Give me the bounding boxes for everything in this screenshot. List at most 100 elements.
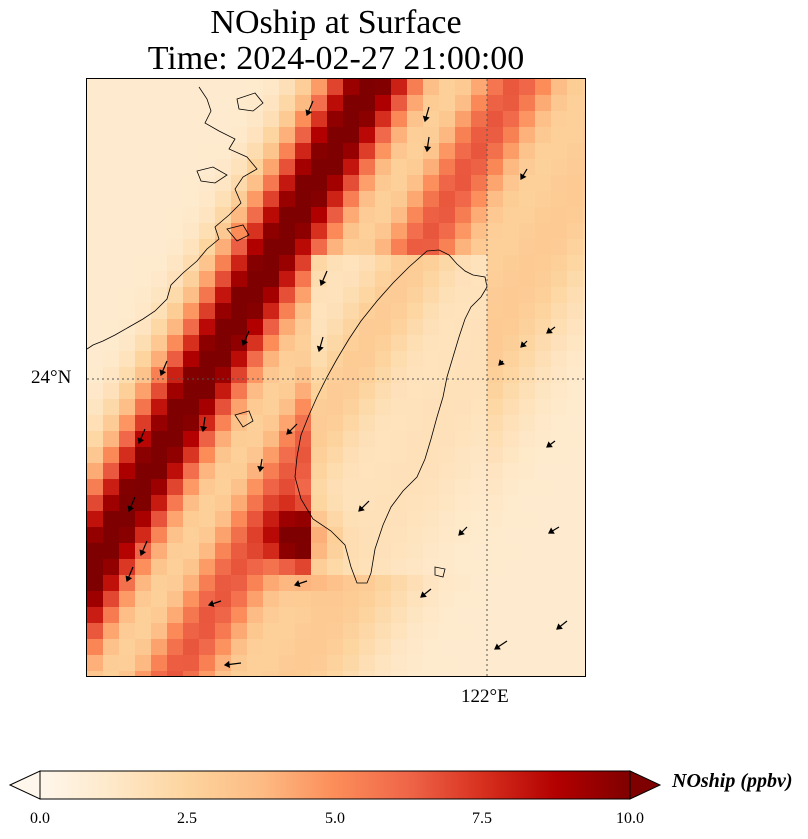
arrow-icon [125,575,133,583]
grid-cell [247,527,263,543]
grid-cell [199,351,215,367]
grid-cell [167,559,183,575]
grid-cell [199,399,215,415]
grid-cell [87,335,103,351]
grid-cell [151,159,167,175]
grid-cell [167,655,183,671]
grid-cell [183,511,199,527]
grid-cell [263,511,279,527]
grid-cell [327,335,343,351]
grid-cell [455,607,471,623]
grid-cell [343,527,359,543]
concentration-grid [87,79,585,676]
grid-cell [487,175,503,191]
grid-cell [135,463,151,479]
grid-cell [279,639,295,655]
grid-cell [519,655,535,671]
grid-cell [551,479,567,495]
grid-cell [279,159,295,175]
grid-cell [391,239,407,255]
grid-cell [487,303,503,319]
grid-cell [327,559,343,575]
grid-cell [231,639,247,655]
grid-cell [311,191,327,207]
grid-cell [327,271,343,287]
grid-cell [215,527,231,543]
grid-cell [263,175,279,191]
grid-cell [183,639,199,655]
grid-cell [455,95,471,111]
grid-cell [167,271,183,287]
arrow-icon [458,529,465,536]
grid-cell [487,207,503,223]
arrow-icon [548,527,555,534]
grid-cell [519,143,535,159]
grid-cell [279,671,295,676]
grid-cell [247,415,263,431]
grid-cell [231,383,247,399]
grid-cell [151,447,167,463]
grid-cell [519,575,535,591]
grid-cell [311,671,327,676]
grid-cell [407,143,423,159]
grid-cell [327,463,343,479]
grid-cell [151,543,167,559]
grid-cell [455,255,471,271]
grid-cell [87,415,103,431]
grid-cell [167,111,183,127]
grid-cell [279,271,295,287]
grid-cell [551,127,567,143]
grid-cell [503,463,519,479]
grid-cell [183,575,199,591]
grid-cell [487,367,503,383]
grid-cell [231,127,247,143]
grid-cell [151,559,167,575]
grid-cell [567,303,583,319]
grid-cell [263,479,279,495]
grid-cell [519,399,535,415]
grid-cell [519,207,535,223]
grid-cell [183,527,199,543]
grid-cell [215,175,231,191]
grid-cell [455,511,471,527]
grid-cell [551,367,567,383]
grid-cell [279,591,295,607]
grid-cell [567,127,583,143]
grid-cell [247,95,263,111]
grid-cell [471,575,487,591]
grid-cell [247,575,263,591]
grid-cell [487,383,503,399]
grid-cell [407,367,423,383]
grid-cell [135,239,151,255]
map-panel[interactable] [86,78,586,677]
grid-cell [327,159,343,175]
grid-cell [535,351,551,367]
colorbar-body [39,770,631,800]
grid-cell [311,447,327,463]
grid-cell [359,111,375,127]
grid-cell [167,607,183,623]
grid-cell [455,591,471,607]
grid-cell [551,511,567,527]
grid-cell [183,367,199,383]
grid-cell [199,175,215,191]
grid-cell [519,271,535,287]
grid-cell [519,479,535,495]
grid-cell [215,463,231,479]
grid-cell [519,351,535,367]
grid-cell [583,95,585,111]
grid-cell [167,447,183,463]
grid-cell [359,271,375,287]
grid-cell [231,607,247,623]
grid-cell [375,447,391,463]
grid-cell [327,207,343,223]
grid-cell [87,671,103,676]
grid-cell [551,207,567,223]
grid-cell [311,239,327,255]
grid-cell [263,527,279,543]
grid-cell [263,271,279,287]
grid-cell [455,495,471,511]
grid-cell [311,527,327,543]
grid-cell [359,319,375,335]
grid-cell [535,111,551,127]
